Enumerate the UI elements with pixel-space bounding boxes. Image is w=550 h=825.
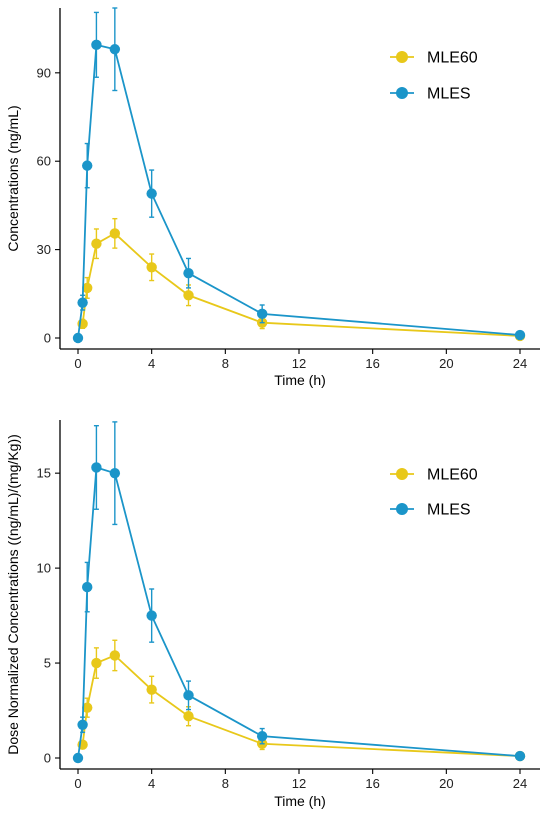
legend-marker xyxy=(396,503,408,515)
data-point xyxy=(82,160,93,171)
data-point xyxy=(183,711,194,722)
legend-marker xyxy=(396,87,408,99)
data-point xyxy=(82,282,93,294)
data-point xyxy=(109,467,121,479)
data-point xyxy=(109,228,121,239)
data-point xyxy=(72,332,84,344)
legend-marker xyxy=(396,468,408,480)
x-axis-title: Time (h) xyxy=(274,372,326,388)
legend-label: MLES xyxy=(427,86,471,103)
legend-label: MLES xyxy=(427,502,471,519)
data-point xyxy=(91,657,102,669)
legend: MLE60 MLES xyxy=(390,50,478,103)
data-point xyxy=(183,290,194,301)
data-point xyxy=(146,684,157,695)
y-tick-label: 90 xyxy=(37,65,51,80)
series-mle60 xyxy=(77,639,526,762)
x-tick-label: 20 xyxy=(439,776,453,791)
series-line xyxy=(81,654,521,758)
x-tick-label: 8 xyxy=(222,356,229,371)
y-axis-title: Dose Normalized Concentrations ((ng/mL)/… xyxy=(5,434,21,755)
legend-marker xyxy=(396,51,408,63)
x-tick-label: 20 xyxy=(439,356,453,371)
legend-label: MLE60 xyxy=(427,50,478,67)
x-tick-label: 24 xyxy=(513,356,527,371)
series-mles xyxy=(72,7,526,344)
legend: MLE60 MLES xyxy=(390,467,478,519)
data-point xyxy=(77,719,88,730)
data-point xyxy=(72,752,84,764)
x-tick-label: 4 xyxy=(148,776,155,791)
series-mles xyxy=(72,421,526,764)
x-tick-label: 12 xyxy=(292,356,306,371)
x-axis-title: Time (h) xyxy=(274,793,326,809)
chart-panel-2: 0 4 8 12 16 20 24 0 5 10 15 Time (h) Dose Normalized… xyxy=(5,420,540,809)
data-point xyxy=(146,188,157,199)
x-tick-label: 4 xyxy=(148,356,155,371)
data-point xyxy=(82,581,93,593)
data-point xyxy=(82,702,93,713)
data-point xyxy=(109,44,121,55)
x-tick-label: 8 xyxy=(222,776,229,791)
y-tick-label: 5 xyxy=(44,656,51,671)
y-tick-label: 15 xyxy=(37,466,51,481)
y-tick-label: 0 xyxy=(44,331,51,346)
data-point xyxy=(77,297,88,308)
data-point xyxy=(183,267,194,279)
series-line xyxy=(81,232,521,337)
x-tick-label: 16 xyxy=(365,356,379,371)
data-point xyxy=(146,262,157,273)
data-point xyxy=(183,690,194,701)
y-tick-label: 10 xyxy=(37,561,51,576)
data-point xyxy=(514,750,526,762)
x-tick-label: 12 xyxy=(292,776,306,791)
series-mle60 xyxy=(77,217,526,342)
y-tick-label: 0 xyxy=(44,751,51,766)
legend-label: MLE60 xyxy=(427,467,478,484)
data-point xyxy=(514,329,526,341)
x-tick-label: 16 xyxy=(365,776,379,791)
data-point xyxy=(91,39,102,51)
data-point xyxy=(146,610,157,621)
y-tick-label: 30 xyxy=(37,242,51,257)
x-tick-label: 0 xyxy=(74,356,81,371)
data-point xyxy=(91,462,102,473)
data-point xyxy=(109,650,121,661)
y-tick-label: 60 xyxy=(37,154,51,169)
x-tick-label: 0 xyxy=(74,776,81,791)
data-point xyxy=(256,308,268,320)
chart-panel-1: 0 4 8 12 16 20 24 0 30 60 90 Time (h) Concentrations… xyxy=(5,7,540,388)
y-axis-title: Concentrations (ng/mL) xyxy=(5,105,21,251)
data-point xyxy=(256,730,268,742)
data-point xyxy=(91,238,102,249)
x-tick-label: 24 xyxy=(513,776,527,791)
